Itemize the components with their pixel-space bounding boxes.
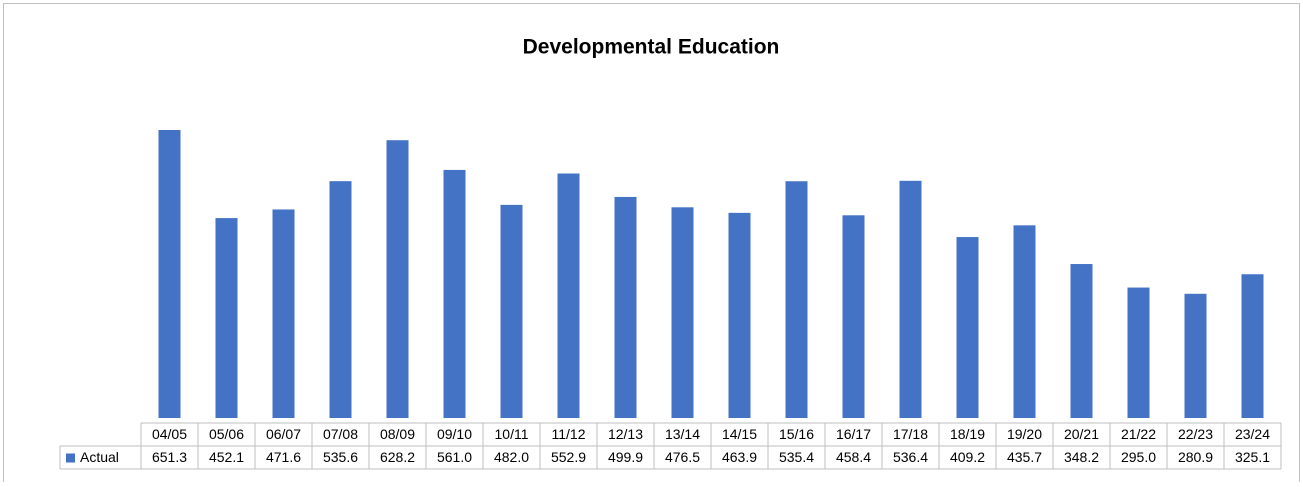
x-tick-label: 13/14 <box>665 426 700 442</box>
x-tick-label: 16/17 <box>836 426 871 442</box>
bar <box>728 212 751 418</box>
bar <box>1241 274 1264 418</box>
x-tick-label: 12/13 <box>608 426 643 442</box>
x-tick-label: 06/07 <box>266 426 301 442</box>
x-tick-label: 22/23 <box>1178 426 1213 442</box>
chart-title: Developmental Education <box>523 36 780 59</box>
data-label: 435.7 <box>1007 449 1042 465</box>
bar <box>1127 287 1150 418</box>
x-tick-label: 14/15 <box>722 426 757 442</box>
x-tick-label: 10/11 <box>495 426 529 442</box>
data-label: 651.3 <box>152 449 187 465</box>
data-label: 458.4 <box>836 449 871 465</box>
x-tick-label: 11/12 <box>552 426 586 442</box>
data-label: 452.1 <box>209 449 244 465</box>
x-tick-label: 20/21 <box>1064 426 1099 442</box>
data-label: 561.0 <box>437 449 472 465</box>
data-label: 463.9 <box>722 449 757 465</box>
bar <box>671 207 694 418</box>
bar <box>956 237 979 418</box>
data-label: 476.5 <box>665 449 700 465</box>
data-label: 409.2 <box>950 449 985 465</box>
bar <box>557 173 580 418</box>
data-label: 552.9 <box>551 449 586 465</box>
bar <box>1013 225 1036 418</box>
bar <box>1070 264 1093 418</box>
legend-swatch <box>66 453 75 463</box>
x-tick-label: 07/08 <box>323 426 358 442</box>
data-label: 280.9 <box>1178 449 1213 465</box>
data-label: 535.6 <box>323 449 358 465</box>
x-tick-label: 05/06 <box>209 426 244 442</box>
legend-label: Actual <box>80 449 119 465</box>
bar <box>386 140 409 418</box>
bar <box>329 181 352 418</box>
data-label: 295.0 <box>1121 449 1156 465</box>
bar <box>215 218 238 418</box>
data-label: 628.2 <box>380 449 415 465</box>
x-tick-label: 09/10 <box>437 426 472 442</box>
bar <box>899 180 922 418</box>
data-label: 535.4 <box>779 449 814 465</box>
bar <box>842 215 865 418</box>
x-tick-label: 19/20 <box>1007 426 1042 442</box>
x-tick-label: 04/05 <box>152 426 187 442</box>
data-label: 471.6 <box>266 449 301 465</box>
bar <box>785 181 808 418</box>
bar <box>500 204 523 418</box>
data-label: 325.1 <box>1235 449 1270 465</box>
bar <box>158 130 181 418</box>
x-tick-label: 21/22 <box>1121 426 1156 442</box>
x-tick-label: 17/18 <box>893 426 928 442</box>
bar <box>443 169 466 418</box>
chart-border <box>3 3 1300 487</box>
data-label: 536.4 <box>893 449 928 465</box>
x-tick-label: 08/09 <box>380 426 415 442</box>
x-tick-label: 18/19 <box>950 426 985 442</box>
bar <box>1184 293 1207 418</box>
data-label: 482.0 <box>494 449 529 465</box>
x-tick-label: 23/24 <box>1235 426 1270 442</box>
x-tick-label: 15/16 <box>779 426 814 442</box>
bar <box>614 196 637 418</box>
data-label: 499.9 <box>608 449 643 465</box>
data-label: 348.2 <box>1064 449 1099 465</box>
bar <box>272 209 295 418</box>
